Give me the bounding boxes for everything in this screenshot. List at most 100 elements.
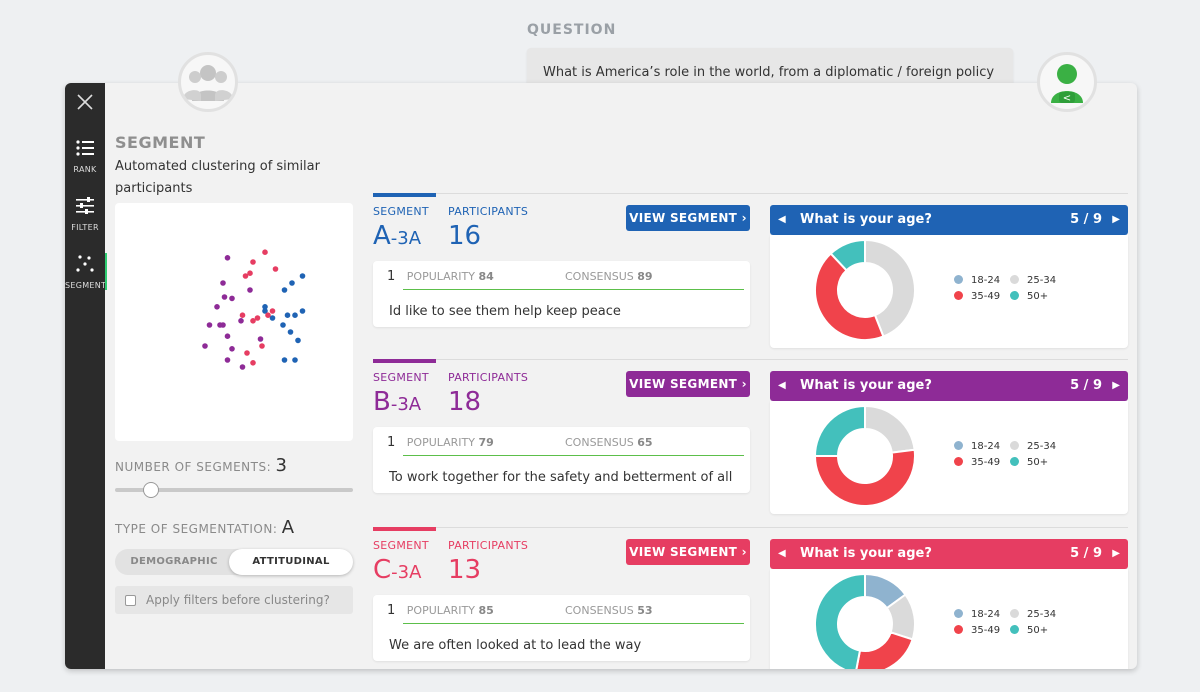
participants-label: PARTICIPANTS — [448, 205, 529, 218]
chart-pager: 5 / 9 — [1070, 546, 1102, 561]
legend-label: 18-24 — [971, 275, 1001, 286]
legend-item-18-24: 18-24 — [954, 609, 1000, 620]
rank-list-icon — [76, 140, 94, 156]
cluster-point — [280, 322, 286, 328]
segment-row-c: SEGMENT PARTICIPANTS C-3A 13 VIEW SEGMEN… — [373, 527, 1128, 669]
response-divider — [403, 623, 744, 624]
age-donut-card: 18-24 25-34 35-49 50+ — [770, 235, 1128, 348]
age-donut-chart — [814, 238, 916, 341]
cluster-point — [229, 295, 235, 302]
legend-dot — [1010, 291, 1019, 300]
consensus-value: 65 — [637, 436, 653, 449]
participants-label: PARTICIPANTS — [448, 371, 529, 384]
cluster-point — [292, 357, 298, 363]
attitudinal-option[interactable]: ATTITUDINAL — [229, 549, 353, 575]
donut-slice-35-49 — [814, 252, 885, 341]
segment-title: SEGMENT — [115, 133, 206, 152]
response-text: Id like to see them help keep peace — [389, 304, 621, 319]
legend-item-35-49: 35-49 — [954, 625, 1000, 636]
cluster-point — [250, 360, 256, 366]
user-avatar-button[interactable]: < — [1037, 52, 1097, 112]
cluster-point — [224, 255, 231, 261]
legend-label: 18-24 — [971, 441, 1001, 452]
legend-label: 50+ — [1027, 291, 1049, 302]
segment-description: Automated clustering of similar particip… — [115, 159, 320, 196]
row-divider — [373, 359, 1128, 360]
cluster-point — [287, 329, 294, 335]
donut-slice-25-34 — [864, 238, 916, 338]
segment-color-bar — [373, 193, 436, 197]
legend-dot — [1010, 275, 1019, 284]
type-of-segmentation-label: TYPE OF SEGMENTATION: — [115, 522, 278, 536]
chart-title: What is your age? — [800, 546, 932, 561]
legend-item-25-34: 25-34 — [1010, 441, 1056, 452]
cluster-point — [269, 315, 276, 321]
segmentation-type-toggle: DEMOGRAPHIC ATTITUDINAL — [115, 549, 353, 575]
segment-label: SEGMENT — [373, 371, 429, 384]
legend-item-50-plus: 50+ — [1010, 291, 1048, 302]
chart-pager: 5 / 9 — [1070, 378, 1102, 393]
legend-item-18-24: 18-24 — [954, 275, 1000, 286]
segment-code: A-3A — [373, 221, 421, 251]
age-donut-card: 18-24 25-34 35-49 50+ — [770, 569, 1128, 669]
view-segment-button[interactable]: VIEW SEGMENT › — [626, 205, 750, 231]
chart-title: What is your age? — [800, 212, 932, 227]
segments-slider-track[interactable] — [115, 488, 353, 492]
checkbox-icon[interactable] — [125, 595, 136, 606]
demographic-option[interactable]: DEMOGRAPHIC — [130, 556, 218, 567]
prev-arrow-icon[interactable]: ◀ — [778, 380, 786, 391]
type-of-segmentation: TYPE OF SEGMENTATION: A — [115, 517, 295, 538]
nav-segment[interactable]: SEGMENT — [65, 253, 107, 290]
legend-item-50-plus: 50+ — [1010, 625, 1048, 636]
prev-arrow-icon[interactable]: ◀ — [778, 548, 786, 559]
cluster-point — [299, 273, 306, 279]
segment-color-bar — [373, 527, 436, 531]
response-rank: 1 — [387, 603, 396, 618]
cluster-point — [250, 318, 256, 324]
close-icon[interactable] — [74, 91, 96, 113]
legend-dot — [1010, 457, 1019, 466]
consensus-group: CONSENSUS 89 — [565, 270, 653, 283]
segment-code-suffix: -3A — [390, 394, 422, 415]
legend-dot — [954, 625, 963, 634]
popularity-value: 85 — [478, 604, 494, 617]
view-segment-button[interactable]: VIEW SEGMENT › — [626, 539, 750, 565]
cluster-point — [229, 346, 235, 352]
next-arrow-icon[interactable]: ▶ — [1112, 380, 1120, 391]
cluster-point — [214, 304, 220, 310]
group-avatar — [178, 52, 238, 112]
popularity-label: POPULARITY — [406, 604, 475, 617]
donut-slice-25-34 — [864, 404, 916, 454]
legend-label: 50+ — [1027, 457, 1049, 468]
cluster-point — [221, 294, 228, 300]
segment-letter: A — [373, 221, 391, 251]
top-response-card[interactable]: 1 POPULARITY 79 CONSENSUS 65 To work tog… — [373, 427, 750, 493]
nav-filter[interactable]: FILTER — [65, 195, 105, 232]
nav-rank[interactable]: RANK — [65, 137, 105, 174]
segment-color-bar — [373, 359, 436, 363]
number-of-segments-label: NUMBER OF SEGMENTS: — [115, 460, 272, 474]
response-text: To work together for the safety and bett… — [389, 470, 733, 493]
number-of-segments-value: 3 — [275, 455, 288, 476]
next-arrow-icon[interactable]: ▶ — [1112, 214, 1120, 225]
age-donut-chart — [813, 404, 916, 507]
apply-filters-checkbox[interactable]: Apply filters before clustering? — [115, 586, 353, 614]
response-text: We are often looked at to lead the way — [389, 638, 642, 653]
segments-slider-handle[interactable] — [143, 482, 159, 498]
consensus-label: CONSENSUS — [565, 270, 634, 283]
view-segment-button[interactable]: VIEW SEGMENT › — [626, 371, 750, 397]
top-response-card[interactable]: 1 POPULARITY 84 CONSENSUS 89 Id like to … — [373, 261, 750, 327]
cluster-point — [224, 357, 231, 363]
legend-dot — [1010, 625, 1019, 634]
top-response-card[interactable]: 1 POPULARITY 85 CONSENSUS 53 We are ofte… — [373, 595, 750, 661]
next-arrow-icon[interactable]: ▶ — [1112, 548, 1120, 559]
legend-dot — [954, 275, 963, 284]
participant-count: 16 — [448, 221, 482, 251]
cluster-point — [206, 322, 213, 328]
segment-label: SEGMENT — [373, 539, 429, 552]
prev-arrow-icon[interactable]: ◀ — [778, 214, 786, 225]
cluster-point — [244, 350, 250, 356]
chart-header: ◀ What is your age? 5 / 9 ▶ — [770, 539, 1128, 569]
segment-code: C-3A — [373, 555, 421, 585]
cluster-point — [259, 343, 265, 349]
